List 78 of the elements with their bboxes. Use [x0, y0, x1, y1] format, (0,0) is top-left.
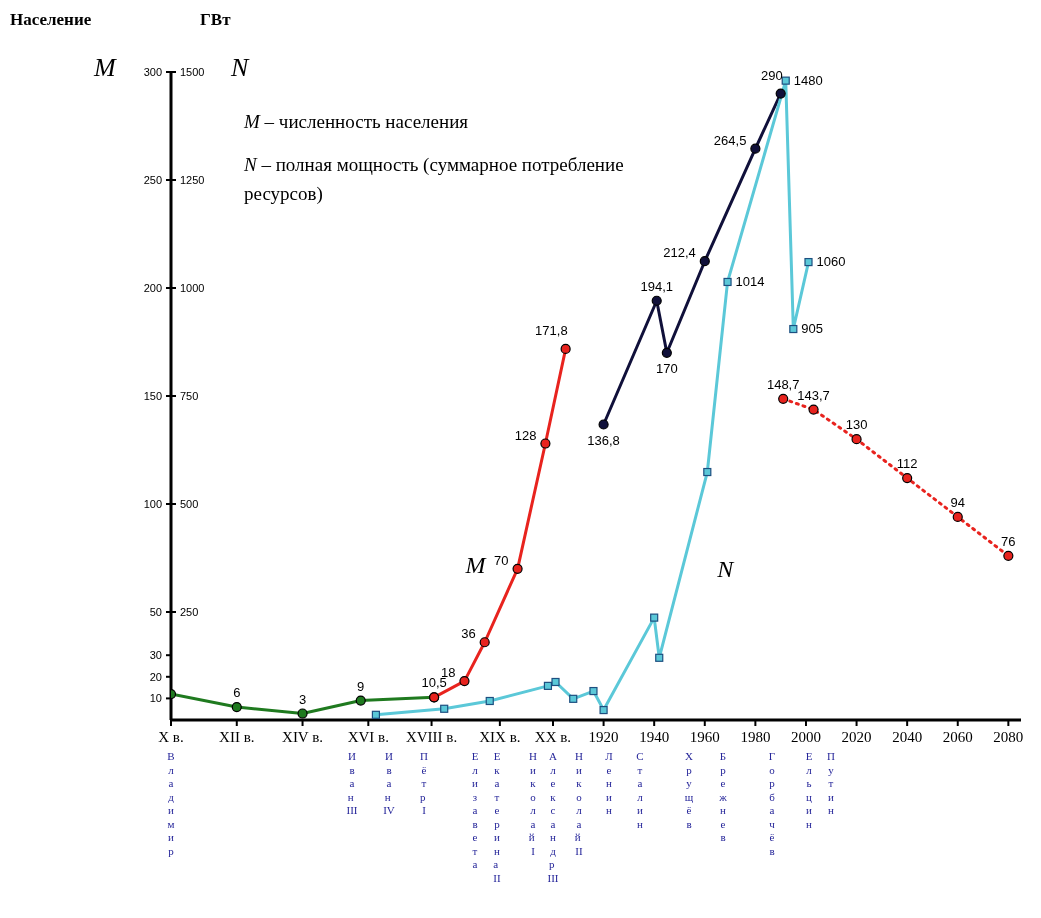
x-tick-label: X в.: [158, 729, 184, 745]
y2-tick-label: 1000: [180, 282, 205, 294]
data-label: 70: [494, 552, 509, 568]
y2-tick-label: 1250: [180, 174, 205, 186]
data-label: 128: [514, 427, 537, 443]
text: Иван III: [345, 750, 359, 818]
text: Николай I: [527, 750, 538, 858]
x-tick-label: XVIII в.: [405, 729, 458, 745]
text: M: [94, 53, 116, 82]
x-tick-label: XIX в.: [479, 729, 521, 745]
data-label: 290: [760, 67, 783, 83]
y-tick-label: 50: [149, 606, 162, 618]
y2-tick-label: 500: [180, 498, 199, 510]
data-label: 905: [801, 321, 824, 337]
y2-tick-label: 1500: [180, 66, 205, 78]
x-tick-label: 2060: [942, 729, 973, 745]
y-tick-label: 300: [143, 66, 162, 78]
data-label: 143,7: [797, 387, 830, 403]
annotation: N: [231, 53, 249, 82]
x-tick-label: 2000: [790, 729, 821, 745]
x-tick-label: XII в.: [219, 729, 255, 745]
y-tick-label: 10: [149, 692, 162, 705]
data-label: 1480: [793, 72, 823, 88]
text: Екатерина II: [493, 750, 501, 884]
x-tick-label: 2020: [841, 729, 872, 745]
text: Хрущёв: [683, 750, 695, 831]
x-tick-label: 1940: [639, 729, 670, 745]
data-label: 194,1: [640, 278, 673, 294]
x-tick-label: 1920: [588, 729, 619, 745]
data-label: 3: [298, 691, 307, 707]
text: Брежнев: [718, 750, 728, 845]
y-axis-title: Население: [10, 10, 92, 30]
y2-axis-title: ГВт: [200, 10, 231, 30]
text: Владимир: [166, 750, 176, 858]
x-tick-label: 1980: [740, 729, 771, 745]
data-label: 148,7: [766, 376, 800, 392]
data-label: 171,8: [535, 322, 568, 338]
data-label: 212,4: [663, 245, 696, 261]
text: Николай II: [573, 750, 584, 858]
data-label: 1060: [816, 254, 846, 270]
x-tick-label: XVI в.: [347, 729, 389, 745]
data-label: 136,8: [587, 432, 620, 448]
data-label: 170: [655, 360, 678, 376]
series-label: M: [464, 551, 488, 578]
y-tick-label: 100: [143, 498, 162, 510]
annotation: M – численность населения: [244, 110, 470, 134]
data-label: 130: [845, 417, 868, 433]
x-tick-label: XIV в.: [282, 729, 324, 745]
text: Александр III: [547, 750, 559, 884]
y-tick-label: 20: [149, 670, 162, 683]
text: Сталин: [635, 750, 645, 831]
data-label: 76: [1001, 533, 1016, 549]
y-tick-label: 200: [143, 282, 162, 294]
text: Путин: [826, 750, 836, 818]
data-label: 9: [357, 678, 365, 694]
x-tick-label: 2040: [892, 729, 923, 745]
series-label: N: [716, 556, 736, 583]
data-label: 94: [950, 494, 965, 510]
y2-tick-label: 750: [180, 390, 199, 402]
y-tick-label: 30: [149, 649, 162, 662]
text: Иван IV: [382, 750, 396, 818]
y2-tick-label: 250: [180, 606, 199, 618]
data-label: 6: [233, 685, 241, 701]
data-label: 1014: [735, 273, 765, 289]
text: Ельцин: [804, 750, 814, 831]
text: Елизавета: [471, 750, 479, 870]
annotation: N – полная мощность (суммарное потребление ресурсов): [244, 153, 625, 207]
data-label: 36: [461, 626, 476, 642]
y-tick-label: 150: [143, 390, 162, 402]
text: Ленин: [604, 750, 614, 818]
text: Пётр I: [418, 750, 429, 818]
x-tick-label: 1960: [689, 729, 720, 745]
data-label: 264,5: [713, 132, 747, 148]
text: Горбачёв: [767, 750, 777, 858]
x-tick-label: 2080: [993, 729, 1024, 745]
y-tick-label: 250: [143, 174, 162, 186]
data-label: 112: [896, 456, 918, 472]
x-tick-label: XX в.: [534, 729, 572, 745]
